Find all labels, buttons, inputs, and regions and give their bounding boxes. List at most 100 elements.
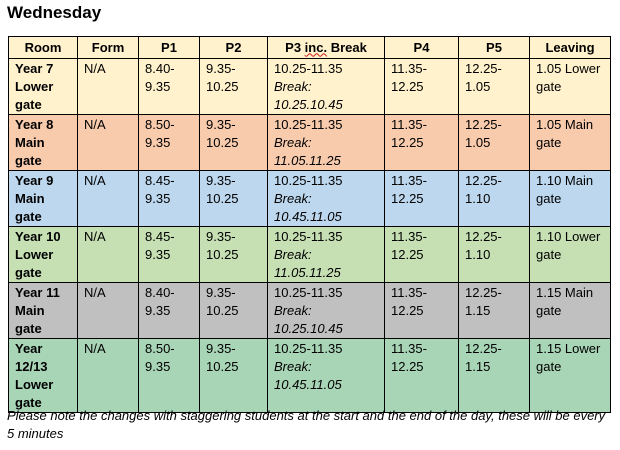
cell-p2: 9.35-10.25 — [199, 58, 268, 115]
table-row: Year 9 Main gate N/A 8.45-9.35 9.35-10.25 10… — [8, 170, 611, 227]
header-p1: P1 — [138, 36, 200, 59]
cell-room-text: Year 8 Main gate — [15, 117, 54, 168]
cell-form: N/A — [77, 114, 139, 171]
cell-p5: 12.25-1.15 — [458, 282, 530, 339]
cell-form: N/A — [77, 338, 139, 413]
cell-p4-text: 11.35-12.25 — [391, 341, 427, 374]
cell-leaving-text: 1.15 Main gate — [536, 285, 594, 318]
cell-p4-text: 11.35-12.25 — [391, 117, 427, 150]
cell-room: Year 10 Lower gate — [8, 226, 78, 283]
cell-form-text: N/A — [84, 341, 106, 356]
cell-leaving-text: 1.05 Lower gate — [536, 61, 601, 94]
break-time: Break: 10.45.11.05 — [274, 191, 342, 224]
cell-room-text: Year 10 Lower gate — [15, 229, 61, 280]
cell-p5-text: 12.25-1.15 — [465, 341, 502, 374]
break-time: Break: 10.25.10.45 — [274, 303, 343, 336]
page-title: Wednesday — [7, 3, 102, 22]
break-time: Break: 11.05.11.25 — [274, 247, 341, 280]
header-p2: P2 — [199, 36, 268, 59]
cell-p2: 9.35-10.25 — [199, 282, 268, 339]
cell-p1: 8.45-9.35 — [138, 170, 200, 227]
cell-p1-text: 8.40-9.35 — [145, 285, 175, 318]
cell-room-text: Year 9 Main gate — [15, 173, 54, 224]
cell-p1-text: 8.50-9.35 — [145, 341, 175, 374]
header-leaving: Leaving — [529, 36, 611, 59]
cell-leaving: 1.15 Lower gate — [529, 338, 611, 413]
cell-p1: 8.50-9.35 — [138, 114, 200, 171]
break-time: Break: 10.25.10.45 — [274, 79, 343, 112]
cell-p3-text: 10.25-11.35 — [274, 341, 343, 356]
cell-p2-text: 9.35-10.25 — [206, 341, 239, 374]
cell-p4-text: 11.35-12.25 — [391, 61, 427, 94]
cell-p1: 8.45-9.35 — [138, 226, 200, 283]
table-row: Year 8 Main gate N/A 8.50-9.35 9.35-10.25 10… — [8, 114, 611, 171]
cell-room-text: Year 12/13 Lower gate — [15, 341, 54, 410]
cell-p4-text: 11.35-12.25 — [391, 173, 427, 206]
cell-p2: 9.35-10.25 — [199, 338, 268, 413]
cell-form: N/A — [77, 170, 139, 227]
cell-room-text: Year 11 Main gate — [15, 285, 60, 336]
cell-p3: 10.25-11.35 Break: 11.05.11.25 — [267, 226, 385, 283]
cell-form-text: N/A — [84, 173, 106, 188]
cell-p2: 9.35-10.25 — [199, 114, 268, 171]
cell-form-text: N/A — [84, 61, 106, 76]
cell-p2: 9.35-10.25 — [199, 226, 268, 283]
cell-p5: 12.25-1.05 — [458, 114, 530, 171]
cell-form-text: N/A — [84, 229, 106, 244]
cell-p4: 11.35-12.25 — [384, 282, 459, 339]
cell-p5: 12.25-1.05 — [458, 58, 530, 115]
cell-p3: 10.25-11.35 Break: 10.45.11.05 — [267, 170, 385, 227]
timetable-body: Year 7 Lower gate N/A 8.40-9.35 9.35-10.25 1… — [8, 58, 611, 413]
header-form: Form — [77, 36, 139, 59]
cell-p5-text: 12.25-1.10 — [465, 173, 502, 206]
table-row: Year 12/13 Lower gate N/A 8.50-9.35 9.35-10… — [8, 338, 611, 413]
cell-p1-text: 8.50-9.35 — [145, 117, 175, 150]
break-time: Break: 11.05.11.25 — [274, 135, 341, 168]
cell-p3: 10.25-11.35 Break: 10.25.10.45 — [267, 58, 385, 115]
table-row: Year 11 Main gate N/A 8.40-9.35 9.35-10.25 1… — [8, 282, 611, 339]
cell-p2-text: 9.35-10.25 — [206, 285, 239, 318]
cell-form: N/A — [77, 282, 139, 339]
cell-p3: 10.25-11.35 Break: 10.45.11.05 — [267, 338, 385, 413]
cell-p3-text: 10.25-11.35 — [274, 173, 343, 188]
cell-p5-text: 12.25-1.10 — [465, 229, 502, 262]
cell-p1-text: 8.45-9.35 — [145, 173, 175, 206]
cell-leaving-text: 1.15 Lower gate — [536, 341, 601, 374]
cell-room: Year 12/13 Lower gate — [8, 338, 78, 413]
cell-p5: 12.25-1.10 — [458, 226, 530, 283]
cell-p1: 8.50-9.35 — [138, 338, 200, 413]
cell-form: N/A — [77, 226, 139, 283]
cell-leaving: 1.15 Main gate — [529, 282, 611, 339]
break-time: Break: 10.45.11.05 — [274, 359, 342, 392]
cell-room-text: Year 7 Lower gate — [15, 61, 54, 112]
cell-p3-text: 10.25-11.35 — [274, 61, 343, 76]
header-p3-label: P3 inc. Break — [285, 39, 367, 55]
timetable: Room Form P1 P2 P3 inc. Break P4 P5 Leav… — [8, 36, 611, 413]
cell-leaving-text: 1.05 Main gate — [536, 117, 594, 150]
cell-p2-text: 9.35-10.25 — [206, 117, 239, 150]
cell-leaving: 1.10 Main gate — [529, 170, 611, 227]
cell-room: Year 8 Main gate — [8, 114, 78, 171]
cell-p1-text: 8.40-9.35 — [145, 61, 175, 94]
cell-p3: 10.25-11.35 Break: 11.05.11.25 — [267, 114, 385, 171]
cell-p4-text: 11.35-12.25 — [391, 285, 427, 318]
cell-p3-text: 10.25-11.35 — [274, 229, 343, 244]
table-row: Year 10 Lower gate N/A 8.45-9.35 9.35-10.25… — [8, 226, 611, 283]
cell-leaving: 1.05 Lower gate — [529, 58, 611, 115]
cell-p3-text: 10.25-11.35 — [274, 285, 343, 300]
cell-p3: 10.25-11.35 Break: 10.25.10.45 — [267, 282, 385, 339]
header-p4: P4 — [384, 36, 459, 59]
cell-p5-text: 12.25-1.05 — [465, 61, 502, 94]
header-room: Room — [8, 36, 78, 59]
cell-p4: 11.35-12.25 — [384, 170, 459, 227]
cell-leaving: 1.10 Lower gate — [529, 226, 611, 283]
cell-leaving-text: 1.10 Main gate — [536, 173, 594, 206]
cell-p1: 8.40-9.35 — [138, 58, 200, 115]
cell-p2-text: 9.35-10.25 — [206, 173, 239, 206]
table-row: Year 7 Lower gate N/A 8.40-9.35 9.35-10.25 1… — [8, 58, 611, 115]
footer-note: Please note the changes with staggering … — [7, 408, 606, 441]
cell-p2-text: 9.35-10.25 — [206, 61, 239, 94]
cell-p2-text: 9.35-10.25 — [206, 229, 239, 262]
cell-room: Year 11 Main gate — [8, 282, 78, 339]
cell-p4: 11.35-12.25 — [384, 58, 459, 115]
